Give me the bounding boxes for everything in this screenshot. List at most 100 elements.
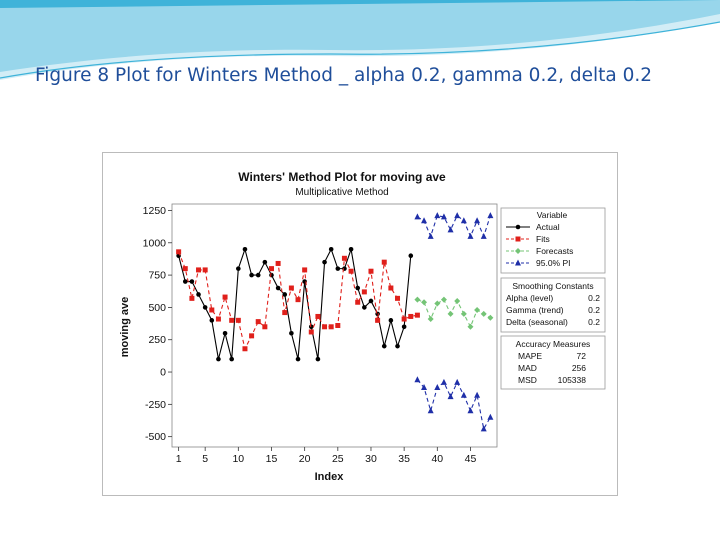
accuracy-row-label: MAD <box>518 363 537 373</box>
smoothing-row-value: 0.2 <box>588 317 600 327</box>
legend-label: Actual <box>536 222 560 232</box>
accuracy-row-value: 256 <box>572 363 586 373</box>
data-point <box>454 297 461 304</box>
data-point <box>414 296 421 303</box>
x-tick-label: 10 <box>232 453 244 465</box>
data-point <box>440 296 447 303</box>
data-point <box>196 292 201 297</box>
data-point <box>196 267 202 273</box>
data-point <box>474 391 481 398</box>
data-point <box>215 316 221 322</box>
data-point <box>189 279 195 284</box>
data-point <box>268 266 274 272</box>
data-point <box>434 212 441 219</box>
data-point <box>249 333 255 339</box>
data-point <box>322 324 328 330</box>
data-point <box>249 272 254 278</box>
data-point <box>401 324 407 330</box>
data-point <box>295 356 301 362</box>
x-tick-label: 40 <box>431 453 443 465</box>
accuracy-measures-title: Accuracy Measures <box>516 339 591 349</box>
data-point <box>229 317 235 323</box>
data-point <box>189 295 195 301</box>
data-point <box>460 217 467 224</box>
x-tick-label: 25 <box>332 453 344 465</box>
x-tick-label: 45 <box>465 453 477 465</box>
data-point <box>222 294 228 300</box>
data-point <box>348 246 354 252</box>
data-point <box>427 316 434 323</box>
data-point <box>447 226 454 233</box>
data-point <box>216 356 221 362</box>
data-point <box>242 346 248 352</box>
data-point <box>262 324 268 330</box>
data-point <box>328 246 334 252</box>
data-point <box>255 272 261 278</box>
data-point <box>427 232 434 239</box>
smoothing-row-value: 0.2 <box>588 305 600 315</box>
data-point <box>421 217 428 224</box>
series-line <box>417 214 491 238</box>
series-95-0-pi-upper <box>414 212 494 239</box>
slide-title: Figure 8 Plot for Winters Method _ alpha… <box>35 65 653 86</box>
data-point <box>282 292 288 297</box>
smoothing-constants-table: Smoothing Constants Alpha (level) 0.2 Ga… <box>500 277 606 333</box>
y-tick-label: 750 <box>148 270 166 282</box>
data-point <box>440 213 447 220</box>
data-point <box>375 317 381 323</box>
y-tick-label: 1250 <box>143 205 167 217</box>
data-point <box>474 306 481 313</box>
data-point <box>487 314 494 321</box>
data-point <box>308 329 314 335</box>
data-point <box>434 300 441 307</box>
legend-swatch-marker <box>515 236 521 242</box>
data-point <box>421 299 428 306</box>
legend-swatch-marker <box>515 224 521 230</box>
data-point <box>288 285 294 291</box>
data-point <box>480 232 487 239</box>
data-point <box>460 391 467 398</box>
legend-label: Fits <box>536 234 550 244</box>
x-axis-label: Index <box>315 471 345 483</box>
x-tick-label: 5 <box>202 453 208 465</box>
data-point <box>182 279 188 284</box>
data-point <box>408 313 414 319</box>
data-point <box>480 310 487 317</box>
series-line <box>416 379 491 431</box>
data-point <box>487 413 494 420</box>
legend-entry: Actual <box>506 222 560 232</box>
data-point <box>401 316 407 322</box>
header-wave-line <box>0 21 720 79</box>
legend-swatch-marker <box>515 248 521 254</box>
data-point <box>388 318 394 323</box>
data-point <box>295 297 301 303</box>
data-point <box>348 268 354 274</box>
y-tick-label: 500 <box>148 302 166 314</box>
legend-title: Variable <box>537 210 568 220</box>
chart-subtitle: Multiplicative Method <box>295 187 388 198</box>
data-point <box>368 268 374 274</box>
data-point <box>395 343 400 349</box>
accuracy-row-label: MSD <box>518 375 537 385</box>
y-tick-label: 1000 <box>143 237 167 249</box>
smoothing-row-value: 0.2 <box>588 293 600 303</box>
data-point <box>202 305 208 310</box>
data-point <box>355 285 361 291</box>
data-point <box>480 425 487 432</box>
series-actual <box>176 246 414 362</box>
x-tick-label: 1 <box>176 453 182 465</box>
data-point <box>408 253 414 259</box>
data-point <box>467 407 474 414</box>
legend-items: Actual Fits Forecasts 95.0% PI <box>506 222 573 268</box>
data-point <box>454 378 461 385</box>
smoothing-row-label: Alpha (level) <box>506 293 553 303</box>
accuracy-measures-table: Accuracy Measures MAPE 72 MAD 256 MSD 10… <box>500 335 606 390</box>
data-point <box>222 330 228 336</box>
data-point <box>368 298 374 304</box>
legend-entry: 95.0% PI <box>506 258 571 268</box>
x-axis: 1 5 10 15 20 25 30 35 40 45 <box>176 447 477 465</box>
data-point <box>467 323 474 330</box>
data-point <box>229 356 234 362</box>
y-tick-label: -250 <box>145 399 166 411</box>
legend-label: Forecasts <box>536 246 573 256</box>
